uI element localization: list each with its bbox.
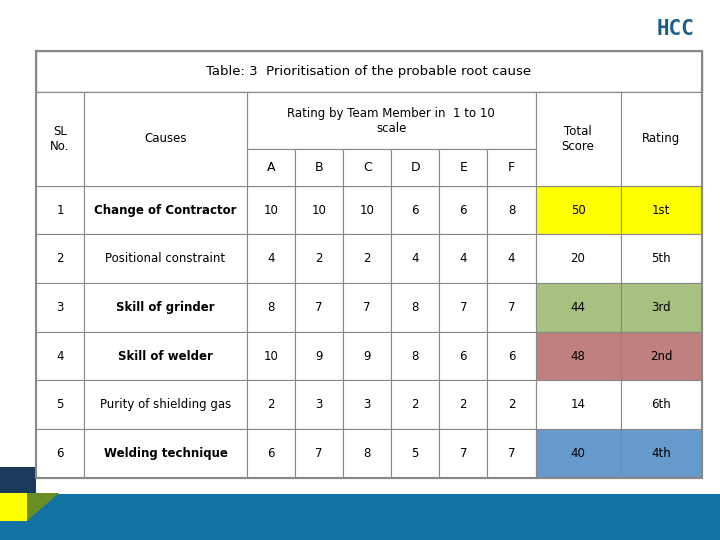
- Text: 2nd: 2nd: [650, 349, 672, 363]
- Text: 8: 8: [508, 204, 515, 217]
- Text: 6: 6: [459, 204, 467, 217]
- Text: 8: 8: [267, 301, 274, 314]
- Text: Rating by Team Member in  1 to 10
scale: Rating by Team Member in 1 to 10 scale: [287, 106, 495, 134]
- Text: 4: 4: [508, 252, 516, 265]
- Text: B: B: [315, 161, 323, 174]
- Text: 8: 8: [412, 349, 419, 363]
- Text: 10: 10: [360, 204, 374, 217]
- Text: 7: 7: [508, 447, 516, 460]
- Text: 6: 6: [267, 447, 275, 460]
- Text: 10: 10: [264, 349, 279, 363]
- Text: 2: 2: [459, 399, 467, 411]
- Text: 5: 5: [56, 399, 64, 411]
- Text: 1st: 1st: [652, 204, 670, 217]
- Text: 1: 1: [56, 204, 64, 217]
- Text: Skill of grinder: Skill of grinder: [116, 301, 215, 314]
- Text: 7: 7: [364, 301, 371, 314]
- Text: 2: 2: [56, 252, 64, 265]
- Text: F: F: [508, 161, 515, 174]
- Text: HCC: HCC: [657, 19, 695, 39]
- Text: 6: 6: [56, 447, 64, 460]
- Text: 6th: 6th: [652, 399, 671, 411]
- Text: Welding technique: Welding technique: [104, 447, 228, 460]
- Text: 7: 7: [459, 447, 467, 460]
- Text: D: D: [410, 161, 420, 174]
- Text: 4th: 4th: [652, 447, 671, 460]
- Text: 5: 5: [412, 447, 419, 460]
- Text: 14: 14: [570, 399, 585, 411]
- Text: SL
No.: SL No.: [50, 125, 70, 153]
- Text: 44: 44: [570, 301, 585, 314]
- Text: E: E: [459, 161, 467, 174]
- Text: 6: 6: [459, 349, 467, 363]
- Text: 10: 10: [312, 204, 326, 217]
- Text: 3: 3: [364, 399, 371, 411]
- Text: A: A: [266, 161, 275, 174]
- Text: 20: 20: [571, 252, 585, 265]
- Text: 8: 8: [364, 447, 371, 460]
- Text: Causes: Causes: [144, 132, 186, 145]
- Text: 10: 10: [264, 204, 279, 217]
- Text: 2: 2: [412, 399, 419, 411]
- Text: 8: 8: [412, 301, 419, 314]
- Text: 4: 4: [267, 252, 275, 265]
- Text: 48: 48: [571, 349, 585, 363]
- Text: 2: 2: [267, 399, 275, 411]
- Text: 40: 40: [571, 447, 585, 460]
- Text: Positional constraint: Positional constraint: [105, 252, 225, 265]
- Text: 4: 4: [459, 252, 467, 265]
- Text: Rating: Rating: [642, 132, 680, 145]
- Text: 2: 2: [364, 252, 371, 265]
- Text: 3: 3: [315, 399, 323, 411]
- Text: 3: 3: [56, 301, 64, 314]
- Text: C: C: [363, 161, 372, 174]
- Text: Skill of welder: Skill of welder: [118, 349, 213, 363]
- Text: Change of Contractor: Change of Contractor: [94, 204, 237, 217]
- Text: 5th: 5th: [652, 252, 671, 265]
- Text: 6: 6: [412, 204, 419, 217]
- Text: 50: 50: [571, 204, 585, 217]
- Text: 2: 2: [508, 399, 516, 411]
- Text: 4: 4: [412, 252, 419, 265]
- Text: Total
Score: Total Score: [562, 125, 595, 153]
- Text: 7: 7: [315, 301, 323, 314]
- Text: 2: 2: [315, 252, 323, 265]
- Text: Purity of shielding gas: Purity of shielding gas: [100, 399, 231, 411]
- Text: 4: 4: [56, 349, 64, 363]
- Text: Table: 3  Prioritisation of the probable root cause: Table: 3 Prioritisation of the probable …: [207, 65, 531, 78]
- Text: 9: 9: [364, 349, 371, 363]
- Text: 7: 7: [459, 301, 467, 314]
- Text: 3rd: 3rd: [652, 301, 671, 314]
- Text: 9: 9: [315, 349, 323, 363]
- Text: 7: 7: [315, 447, 323, 460]
- Text: 6: 6: [508, 349, 516, 363]
- Text: 7: 7: [508, 301, 516, 314]
